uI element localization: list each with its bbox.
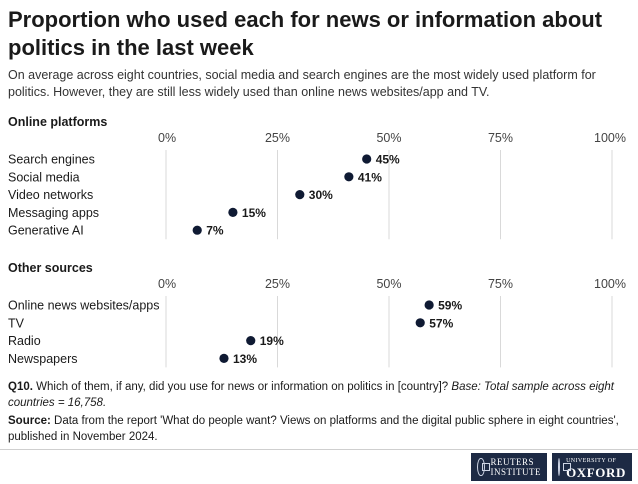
data-point-generative-ai: [192, 225, 202, 235]
reuters-logo-line2: INSTITUTE: [490, 467, 541, 477]
footer-divider: [0, 449, 638, 450]
tick-label-25: 25%: [265, 277, 290, 291]
value-label-messaging-apps: 15%: [242, 206, 266, 220]
tick-label-50: 50%: [376, 131, 401, 145]
category-label-search-engines: Search engines: [8, 153, 95, 167]
chart-other-sources: 0% 25% 50% 75% 100% Online news websites/apps…: [8, 277, 626, 368]
university-of-oxford-logo: UNIVERSITY OF OXFORD: [552, 453, 632, 481]
data-point-newspapers: [219, 353, 229, 363]
value-label-online-news-websites-apps: 59%: [438, 299, 462, 313]
tick-label-25: 25%: [265, 131, 290, 145]
category-label-generative-ai: Generative AI: [8, 224, 84, 238]
data-point-video-networks: [295, 190, 305, 200]
tick-label-100: 100%: [594, 277, 626, 291]
tick-label-75: 75%: [488, 277, 513, 291]
oxford-logo-small: UNIVERSITY OF: [566, 457, 617, 464]
value-label-tv: 57%: [429, 316, 453, 330]
category-label-video-networks: Video networks: [8, 188, 93, 202]
tick-label-0: 0%: [158, 131, 176, 145]
category-label-tv: TV: [8, 316, 25, 330]
data-point-search-engines: [362, 154, 372, 164]
data-point-tv: [415, 318, 425, 328]
oxford-logo-big: OXFORD: [566, 464, 626, 480]
data-point-social-media: [344, 172, 354, 182]
tick-label-50: 50%: [376, 277, 401, 291]
question-text: Which of them, if any, did you use for n…: [36, 381, 449, 393]
value-label-video-networks: 30%: [309, 188, 333, 202]
question-label: Q10.: [8, 381, 33, 393]
reuters-institute-logo: REUTERS INSTITUTE: [471, 453, 547, 481]
value-label-social-media: 41%: [358, 170, 382, 184]
value-label-generative-ai: 7%: [206, 224, 224, 238]
chart-title: Proportion who used each for news or inf…: [8, 7, 603, 60]
source-text: Data from the report 'What do people wan…: [8, 415, 619, 443]
value-label-radio: 19%: [260, 334, 284, 348]
source-label: Source:: [8, 415, 51, 427]
value-label-newspapers: 13%: [233, 352, 257, 366]
reuters-logo-line1: REUTERS: [490, 457, 535, 467]
tick-label-0: 0%: [158, 277, 176, 291]
oxford-crest-icon: [558, 458, 572, 476]
data-point-radio: [246, 336, 256, 346]
value-label-search-engines: 45%: [376, 153, 400, 167]
tick-label-100: 100%: [594, 131, 626, 145]
base-text: Base: Total sample across eight countrie…: [8, 381, 614, 409]
chart-online-platforms: 0% 25% 50% 75% 100% Search engines 45% Social m…: [8, 131, 626, 240]
category-label-messaging-apps: Messaging apps: [8, 206, 99, 220]
data-point-online-news-websites-apps: [424, 300, 434, 310]
category-label-social-media: Social media: [8, 170, 80, 184]
section-label-online-platforms: Online platforms: [8, 115, 108, 129]
source-note: Source: Data from the report 'What do pe…: [8, 414, 632, 445]
tick-label-75: 75%: [488, 131, 513, 145]
data-point-messaging-apps: [228, 207, 238, 217]
question-note: Q10. Which of them, if any, did you use …: [8, 380, 632, 411]
category-label-online-news-websites-apps: Online news websites/apps: [8, 299, 159, 313]
reuters-emblem-icon: [477, 458, 490, 476]
section-label-other-sources: Other sources: [8, 261, 93, 275]
category-label-newspapers: Newspapers: [8, 352, 77, 366]
chart-subtitle: On average across eight countries, socia…: [8, 68, 596, 99]
category-label-radio: Radio: [8, 334, 41, 348]
